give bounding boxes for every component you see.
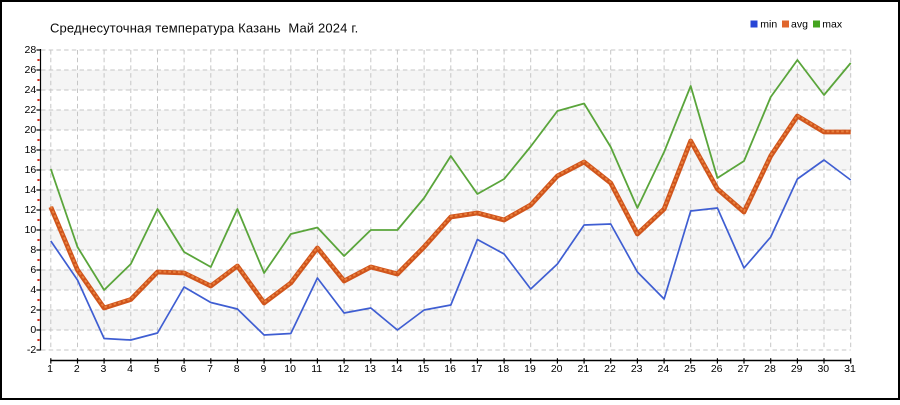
svg-text:23: 23	[631, 363, 643, 375]
svg-text:24: 24	[658, 363, 670, 375]
svg-text:avg: avg	[791, 18, 808, 30]
svg-text:min: min	[760, 18, 777, 30]
svg-text:2: 2	[30, 304, 36, 316]
svg-text:4: 4	[30, 284, 36, 296]
svg-text:25: 25	[684, 363, 696, 375]
svg-text:22: 22	[604, 363, 616, 375]
svg-text:12: 12	[25, 204, 37, 216]
svg-text:26: 26	[711, 363, 723, 375]
svg-text:12: 12	[338, 363, 350, 375]
svg-text:10: 10	[284, 363, 296, 375]
svg-text:27: 27	[737, 363, 749, 375]
svg-text:-2: -2	[27, 344, 36, 356]
svg-text:21: 21	[578, 363, 590, 375]
svg-text:6: 6	[180, 363, 186, 375]
svg-text:8: 8	[30, 244, 36, 256]
svg-text:26: 26	[25, 64, 37, 76]
svg-text:17: 17	[471, 363, 483, 375]
svg-text:30: 30	[817, 363, 829, 375]
svg-text:13: 13	[364, 363, 376, 375]
svg-text:5: 5	[154, 363, 160, 375]
svg-text:0: 0	[30, 324, 36, 336]
svg-text:22: 22	[25, 104, 37, 116]
svg-text:3: 3	[100, 363, 106, 375]
svg-text:Среднесуточная температура Каз: Среднесуточная температура Казань Май 20…	[50, 21, 358, 36]
svg-text:1: 1	[47, 363, 53, 375]
svg-text:14: 14	[391, 363, 403, 375]
svg-text:7: 7	[207, 363, 213, 375]
svg-text:28: 28	[764, 363, 776, 375]
svg-text:10: 10	[25, 224, 37, 236]
svg-text:20: 20	[551, 363, 563, 375]
svg-text:14: 14	[25, 184, 37, 196]
svg-text:20: 20	[25, 124, 37, 136]
svg-text:28: 28	[25, 44, 37, 56]
svg-text:16: 16	[25, 164, 37, 176]
svg-text:4: 4	[127, 363, 133, 375]
svg-text:19: 19	[524, 363, 536, 375]
svg-text:8: 8	[234, 363, 240, 375]
svg-text:11: 11	[311, 363, 322, 375]
svg-text:15: 15	[418, 363, 430, 375]
svg-text:2: 2	[74, 363, 80, 375]
svg-text:31: 31	[844, 363, 856, 375]
svg-text:29: 29	[791, 363, 803, 375]
svg-text:24: 24	[25, 84, 37, 96]
svg-text:18: 18	[25, 144, 37, 156]
svg-text:16: 16	[444, 363, 456, 375]
svg-text:9: 9	[260, 363, 266, 375]
svg-text:max: max	[822, 18, 843, 30]
svg-text:18: 18	[498, 363, 510, 375]
svg-text:6: 6	[30, 264, 36, 276]
